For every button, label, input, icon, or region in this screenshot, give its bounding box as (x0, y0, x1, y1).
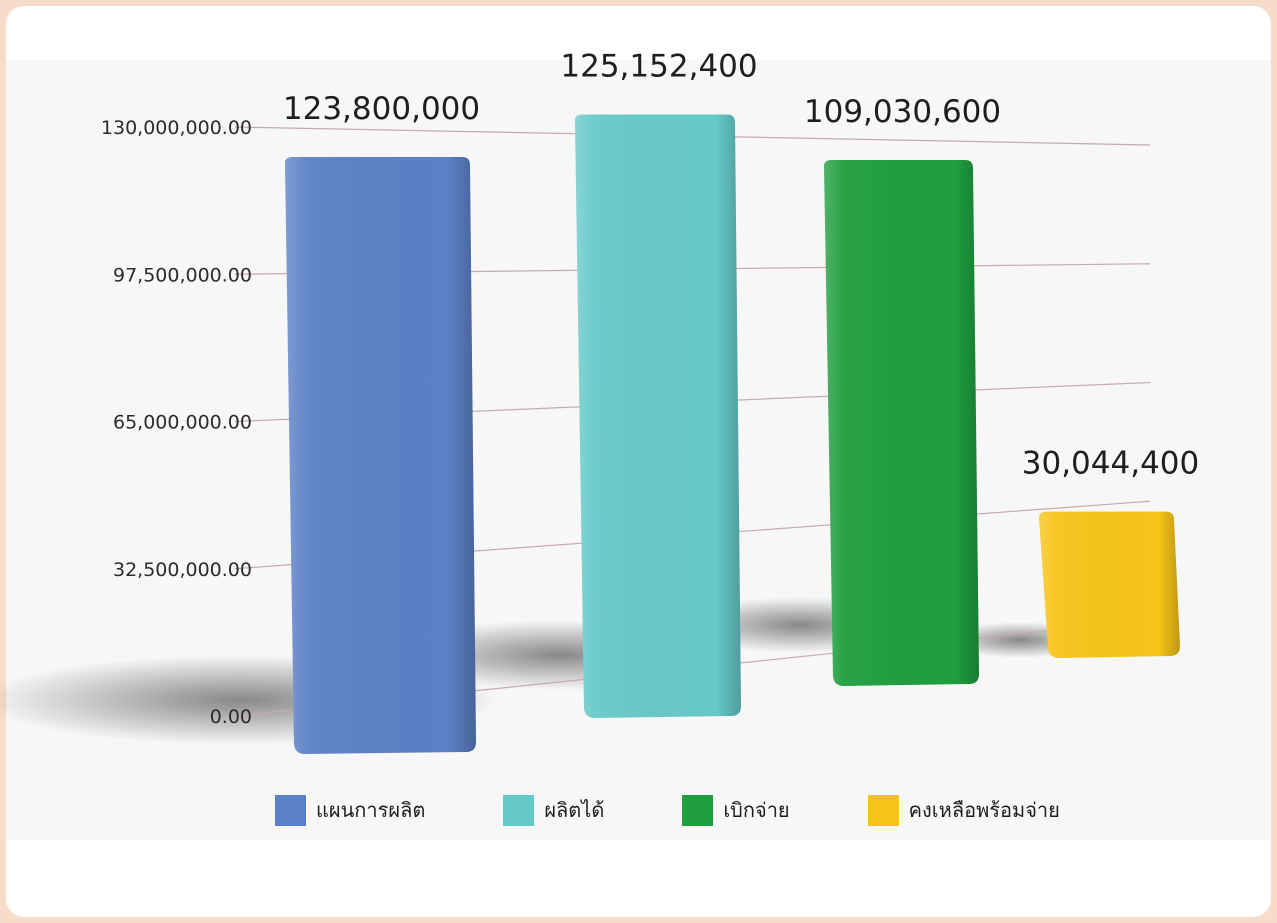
y-tick-label: 65,000,000.00 (113, 412, 252, 434)
bar-highlight (285, 157, 476, 754)
legend: แผนการผลิต ผลิตได้ เบิกจ่าย คงเหลือพร้อม… (275, 790, 1175, 830)
legend-label: คงเหลือพร้อมจ่าย (908, 798, 1060, 822)
legend-swatch (867, 794, 899, 826)
legend-swatch (275, 794, 306, 826)
legend-label: ผลิตได้ (544, 798, 605, 822)
y-tick-label: 32,500,000.00 (113, 559, 252, 581)
legend-item: ผลิตได้ (503, 794, 604, 826)
data-label: 123,800,000 (283, 91, 480, 127)
legend-label: เบิกจ่าย (723, 798, 790, 822)
bar-highlight (1039, 511, 1180, 658)
legend-swatch (503, 794, 535, 826)
bar-highlight (575, 114, 741, 718)
data-label: 109,030,600 (804, 94, 1001, 130)
y-tick-label: 130,000,000.00 (101, 117, 252, 139)
legend-label: แผนการผลิต (316, 798, 426, 822)
bar-highlight (824, 159, 979, 687)
legend-swatch (682, 794, 714, 826)
data-label: 125,152,400 (560, 49, 757, 85)
legend-item: เบิกจ่าย (682, 794, 790, 826)
y-tick-label: 97,500,000.00 (113, 264, 252, 286)
legend-item: แผนการผลิต (275, 794, 425, 826)
data-label: 30,044,400 (1022, 446, 1200, 482)
legend-item: คงเหลือพร้อมจ่าย (867, 794, 1060, 826)
y-tick-label: 0.00 (210, 706, 252, 728)
